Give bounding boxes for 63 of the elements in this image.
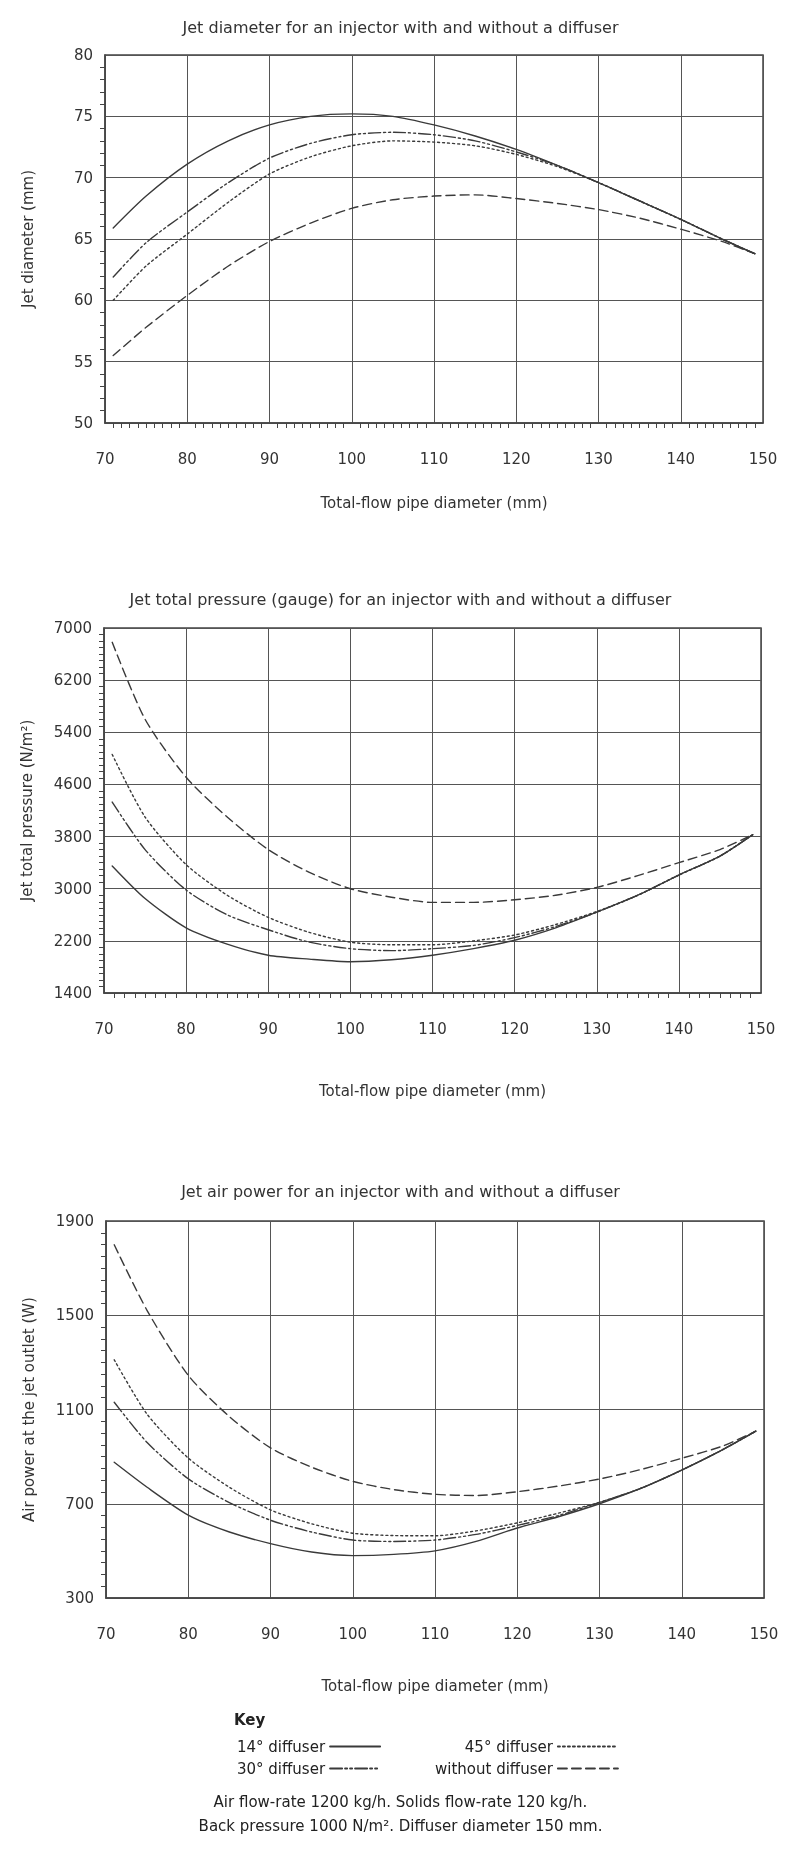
x-tick-label: 150 (748, 449, 778, 468)
x-axis-title: Total-flow pipe diameter (mm) (319, 493, 548, 512)
y-tick-label: 3800 (53, 827, 92, 846)
y-tick-label: 80 (73, 46, 93, 64)
x-tick-label: 150 (746, 1019, 776, 1038)
x-tick-label: 90 (260, 1624, 281, 1643)
y-axis-title: Jet total pressure (N/m²) (17, 719, 36, 903)
x-tick-label: 100 (336, 1019, 365, 1038)
x-tick-label: 90 (259, 449, 280, 468)
y-tick-label: 4600 (53, 775, 92, 794)
legend-label: 30° diffuser (236, 1759, 326, 1778)
x-tick-label: 120 (500, 1019, 529, 1038)
y-tick-label: 6200 (53, 671, 92, 690)
text: Back pressure 1000 N/m². Diffuser diameter 150 mm. (198, 1816, 603, 1835)
x-tick-label: 130 (585, 1624, 614, 1643)
x-tick-label: 150 (749, 1624, 779, 1643)
x-tick-label: 90 (258, 1019, 278, 1038)
legend-label: without diffuser (434, 1759, 554, 1778)
x-axis-title: Total-flow pipe diameter (mm) (320, 1676, 549, 1695)
x-tick-label: 100 (338, 1624, 368, 1643)
x-tick-label: 70 (94, 1019, 114, 1038)
x-tick-label: 70 (96, 1624, 116, 1643)
x-tick-label: 70 (95, 449, 115, 468)
legend-title: Key (234, 1710, 266, 1729)
y-tick-label: 700 (65, 1494, 94, 1513)
x-tick-label: 140 (667, 1624, 697, 1643)
x-axis-title: Total-flow pipe diameter (mm) (317, 1081, 547, 1100)
y-tick-label: 50 (73, 414, 93, 432)
y-tick-label: 60 (73, 291, 93, 310)
y-tick-label: 55 (73, 352, 93, 371)
x-tick-label: 140 (666, 449, 696, 468)
y-tick-label: 7000 (53, 619, 92, 637)
y-tick-label: 5400 (53, 723, 92, 742)
x-tick-label: 110 (420, 1624, 450, 1643)
y-tick-label: 1100 (55, 1400, 94, 1419)
y-tick-label: 1500 (55, 1306, 94, 1325)
y-axis-title: Jet diameter (mm) (18, 170, 37, 309)
x-tick-label: 120 (501, 449, 531, 468)
x-tick-label: 110 (419, 449, 449, 468)
x-tick-label: 140 (664, 1019, 694, 1038)
y-tick-label: 70 (73, 168, 93, 187)
text: Air flow-rate 1200 kg/h. Solids flow-rate 120 kg/h. (213, 1792, 588, 1811)
chart-title: Jet total pressure (gauge) for an injector with and without a diffuser (128, 589, 672, 609)
x-tick-label: 120 (502, 1624, 532, 1643)
x-tick-label: 80 (177, 449, 197, 468)
y-tick-label: 1900 (55, 1212, 94, 1230)
y-tick-label: 3000 (53, 879, 92, 898)
x-tick-label: 110 (418, 1019, 447, 1038)
y-tick-label: 1400 (53, 984, 92, 1002)
y-tick-label: 75 (73, 107, 93, 126)
chart-title: Jet air power for an injector with and without a diffuser (180, 1181, 621, 1201)
x-tick-label: 130 (582, 1019, 612, 1038)
y-tick-label: 300 (65, 1589, 94, 1607)
y-axis-title: Air power at the jet outlet (W) (19, 1297, 38, 1522)
chart-title: Jet diameter for an injector with and without a diffuser (181, 17, 619, 37)
legend-label: 14° diffuser (236, 1737, 326, 1756)
x-tick-label: 130 (584, 449, 613, 468)
x-tick-label: 100 (337, 449, 367, 468)
y-tick-label: 2200 (53, 931, 92, 950)
x-tick-label: 80 (176, 1019, 196, 1038)
y-tick-label: 65 (73, 230, 93, 248)
x-tick-label: 80 (178, 1624, 198, 1643)
legend-label: 45° diffuser (464, 1737, 554, 1756)
